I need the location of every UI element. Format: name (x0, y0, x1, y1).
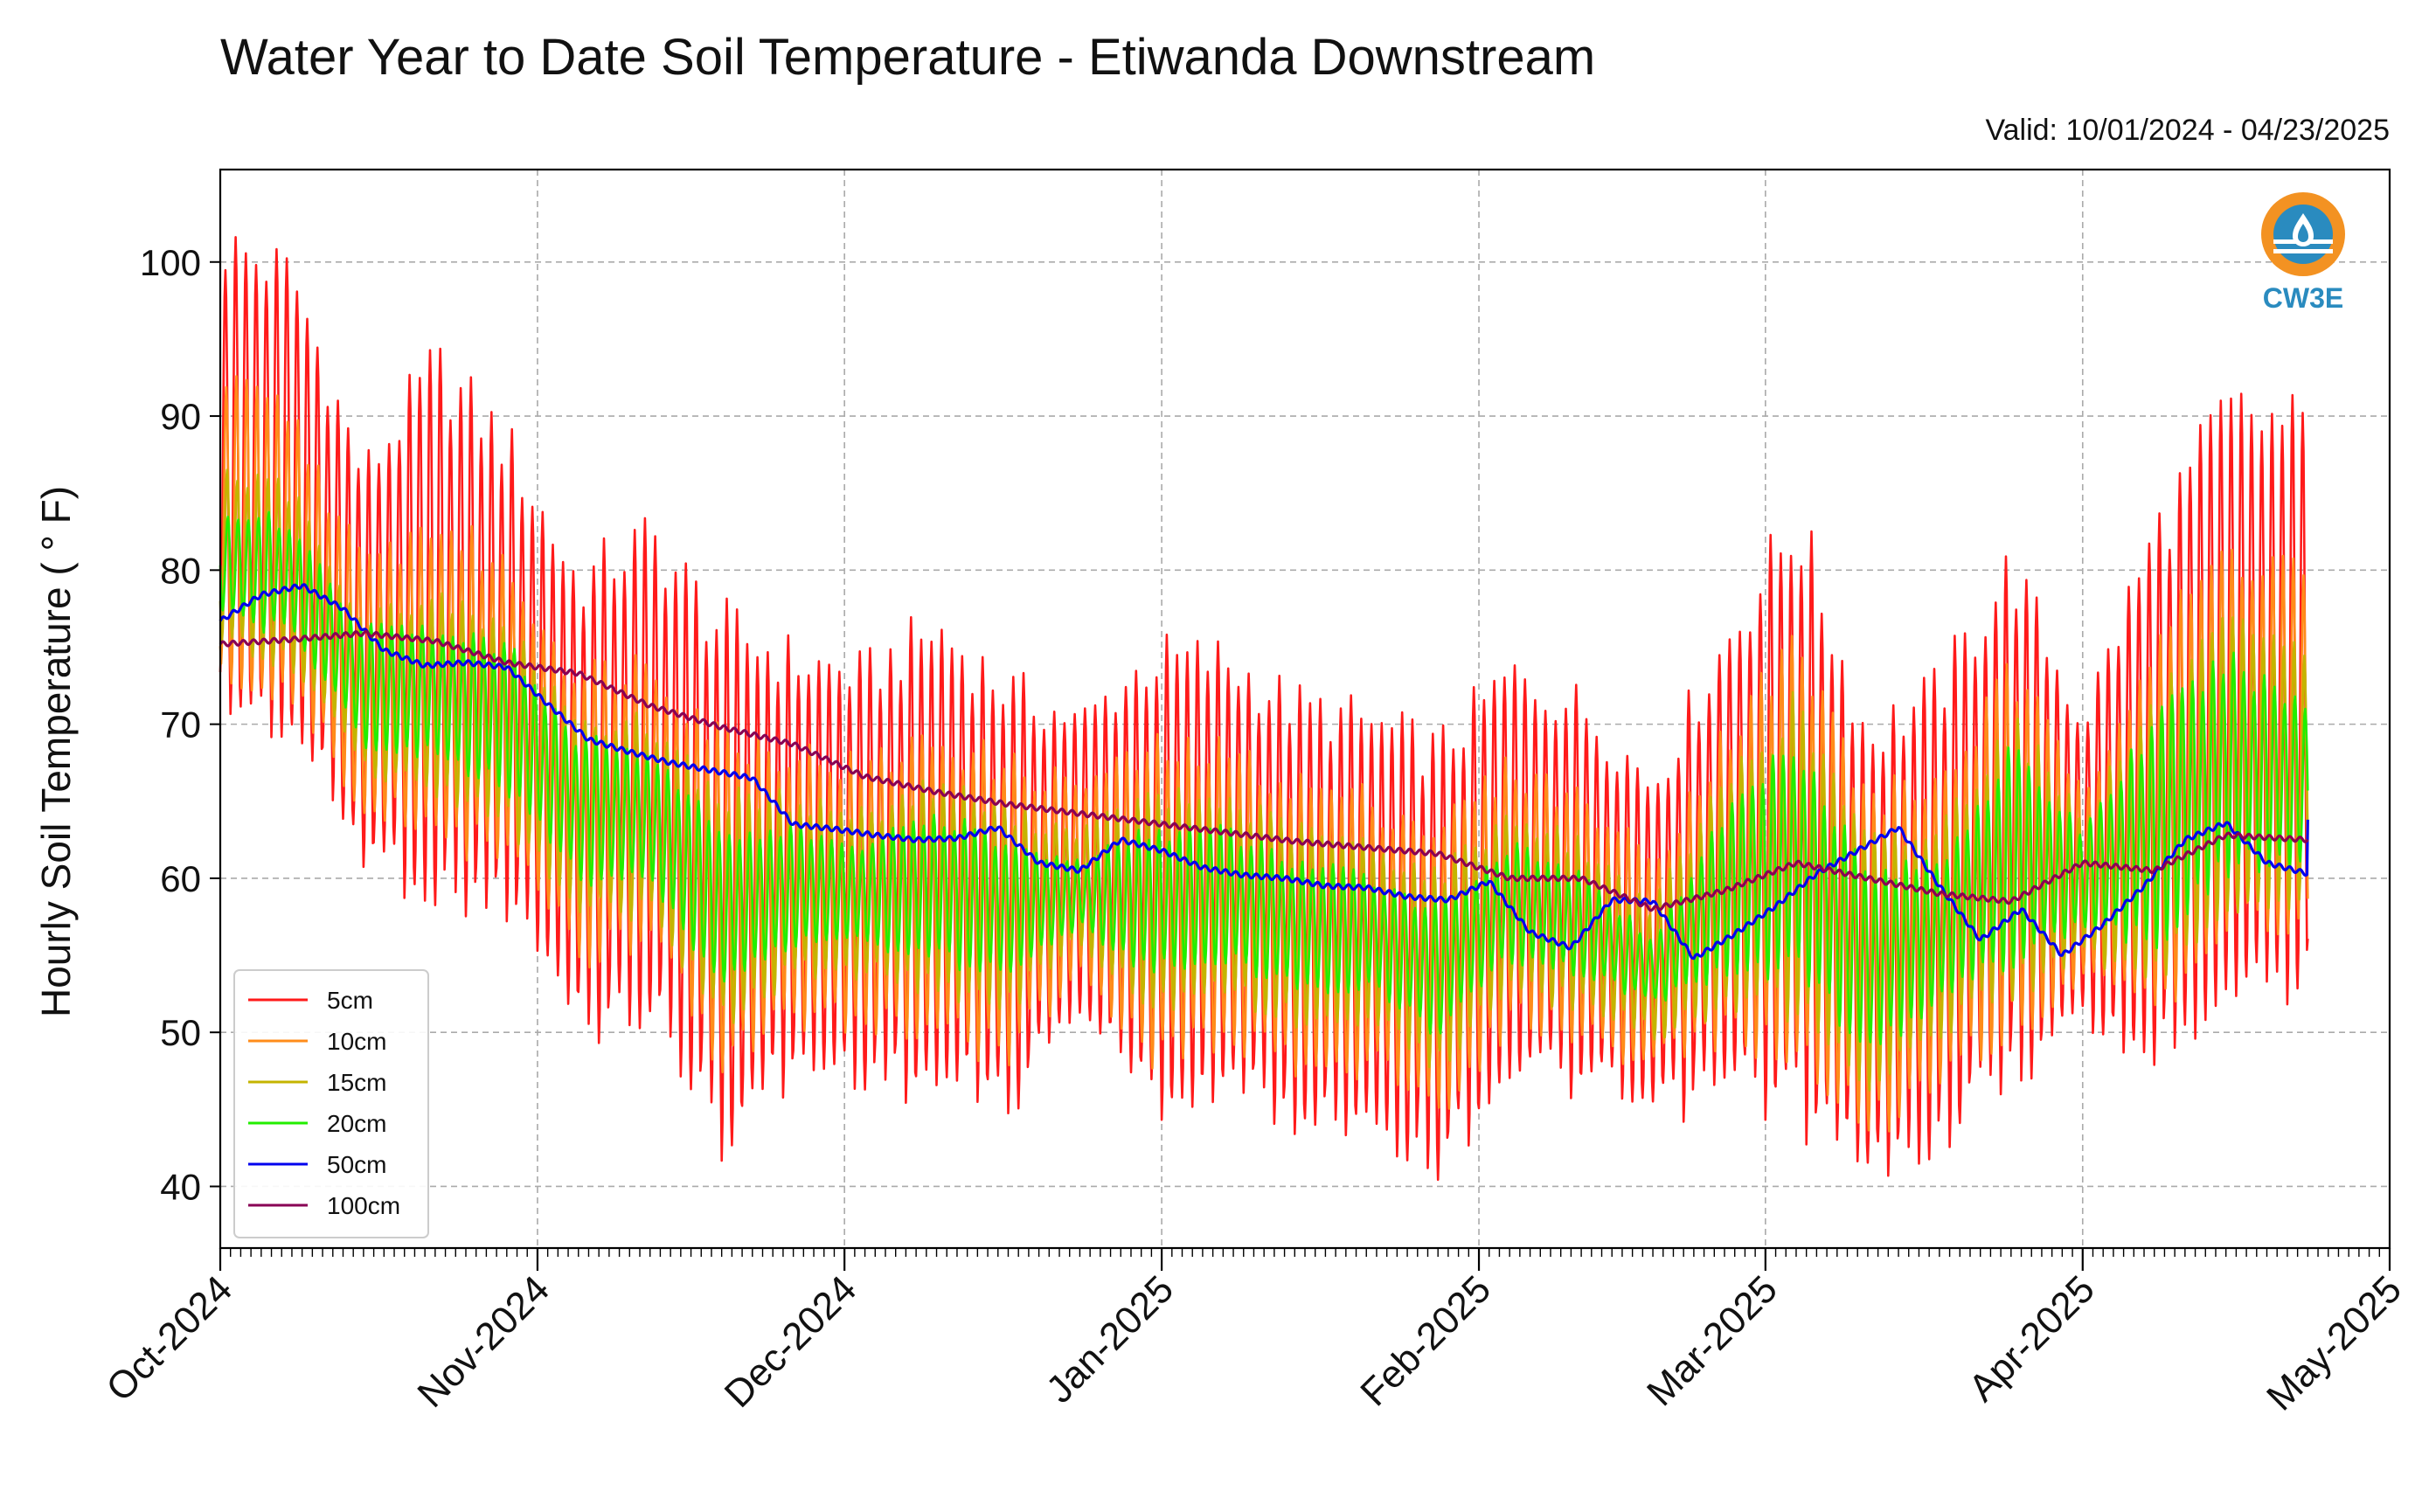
y-tick-label: 80 (160, 550, 201, 591)
legend: 5cm 10cm 15cm 20cm 50cm 100cm (233, 969, 429, 1238)
legend-box (233, 969, 429, 1238)
logo-text: CW3E (2263, 282, 2343, 314)
y-tick-label: 100 (140, 242, 201, 283)
series-line-15cm (219, 468, 2309, 1092)
legend-label: 15cm (327, 1069, 386, 1096)
series-line-10cm (219, 375, 2309, 1133)
y-tick-label: 40 (160, 1166, 201, 1207)
logo-wave-icon (2273, 249, 2333, 253)
plot-frame (219, 168, 2391, 1250)
legend-label: 20cm (327, 1110, 386, 1137)
logo-drop-inner-icon (2298, 224, 2308, 242)
y-tick-label: 50 (160, 1012, 201, 1053)
y-tick-label: 60 (160, 858, 201, 899)
y-tick-label: 90 (160, 396, 201, 437)
cw3e-logo: CW3E (2261, 192, 2345, 314)
y-axis-label: Hourly Soil Temperature ( ° F) (33, 486, 79, 1017)
legend-label: 100cm (327, 1192, 400, 1219)
chart-subtitle: Valid: 10/01/2024 - 04/23/2025 (1985, 114, 2390, 147)
y-tick-label: 70 (160, 704, 201, 746)
series-line-5cm (219, 235, 2309, 1182)
series-line-20cm (219, 510, 2309, 1045)
chart-title: Water Year to Date Soil Temperature - Et… (220, 29, 1595, 86)
legend-label: 50cm (327, 1151, 386, 1178)
series-line-50cm (219, 583, 2309, 961)
series-line-100cm (219, 629, 2309, 912)
legend-label: 5cm (327, 987, 373, 1014)
series-lines (219, 235, 2309, 1182)
legend-label: 10cm (327, 1028, 386, 1055)
